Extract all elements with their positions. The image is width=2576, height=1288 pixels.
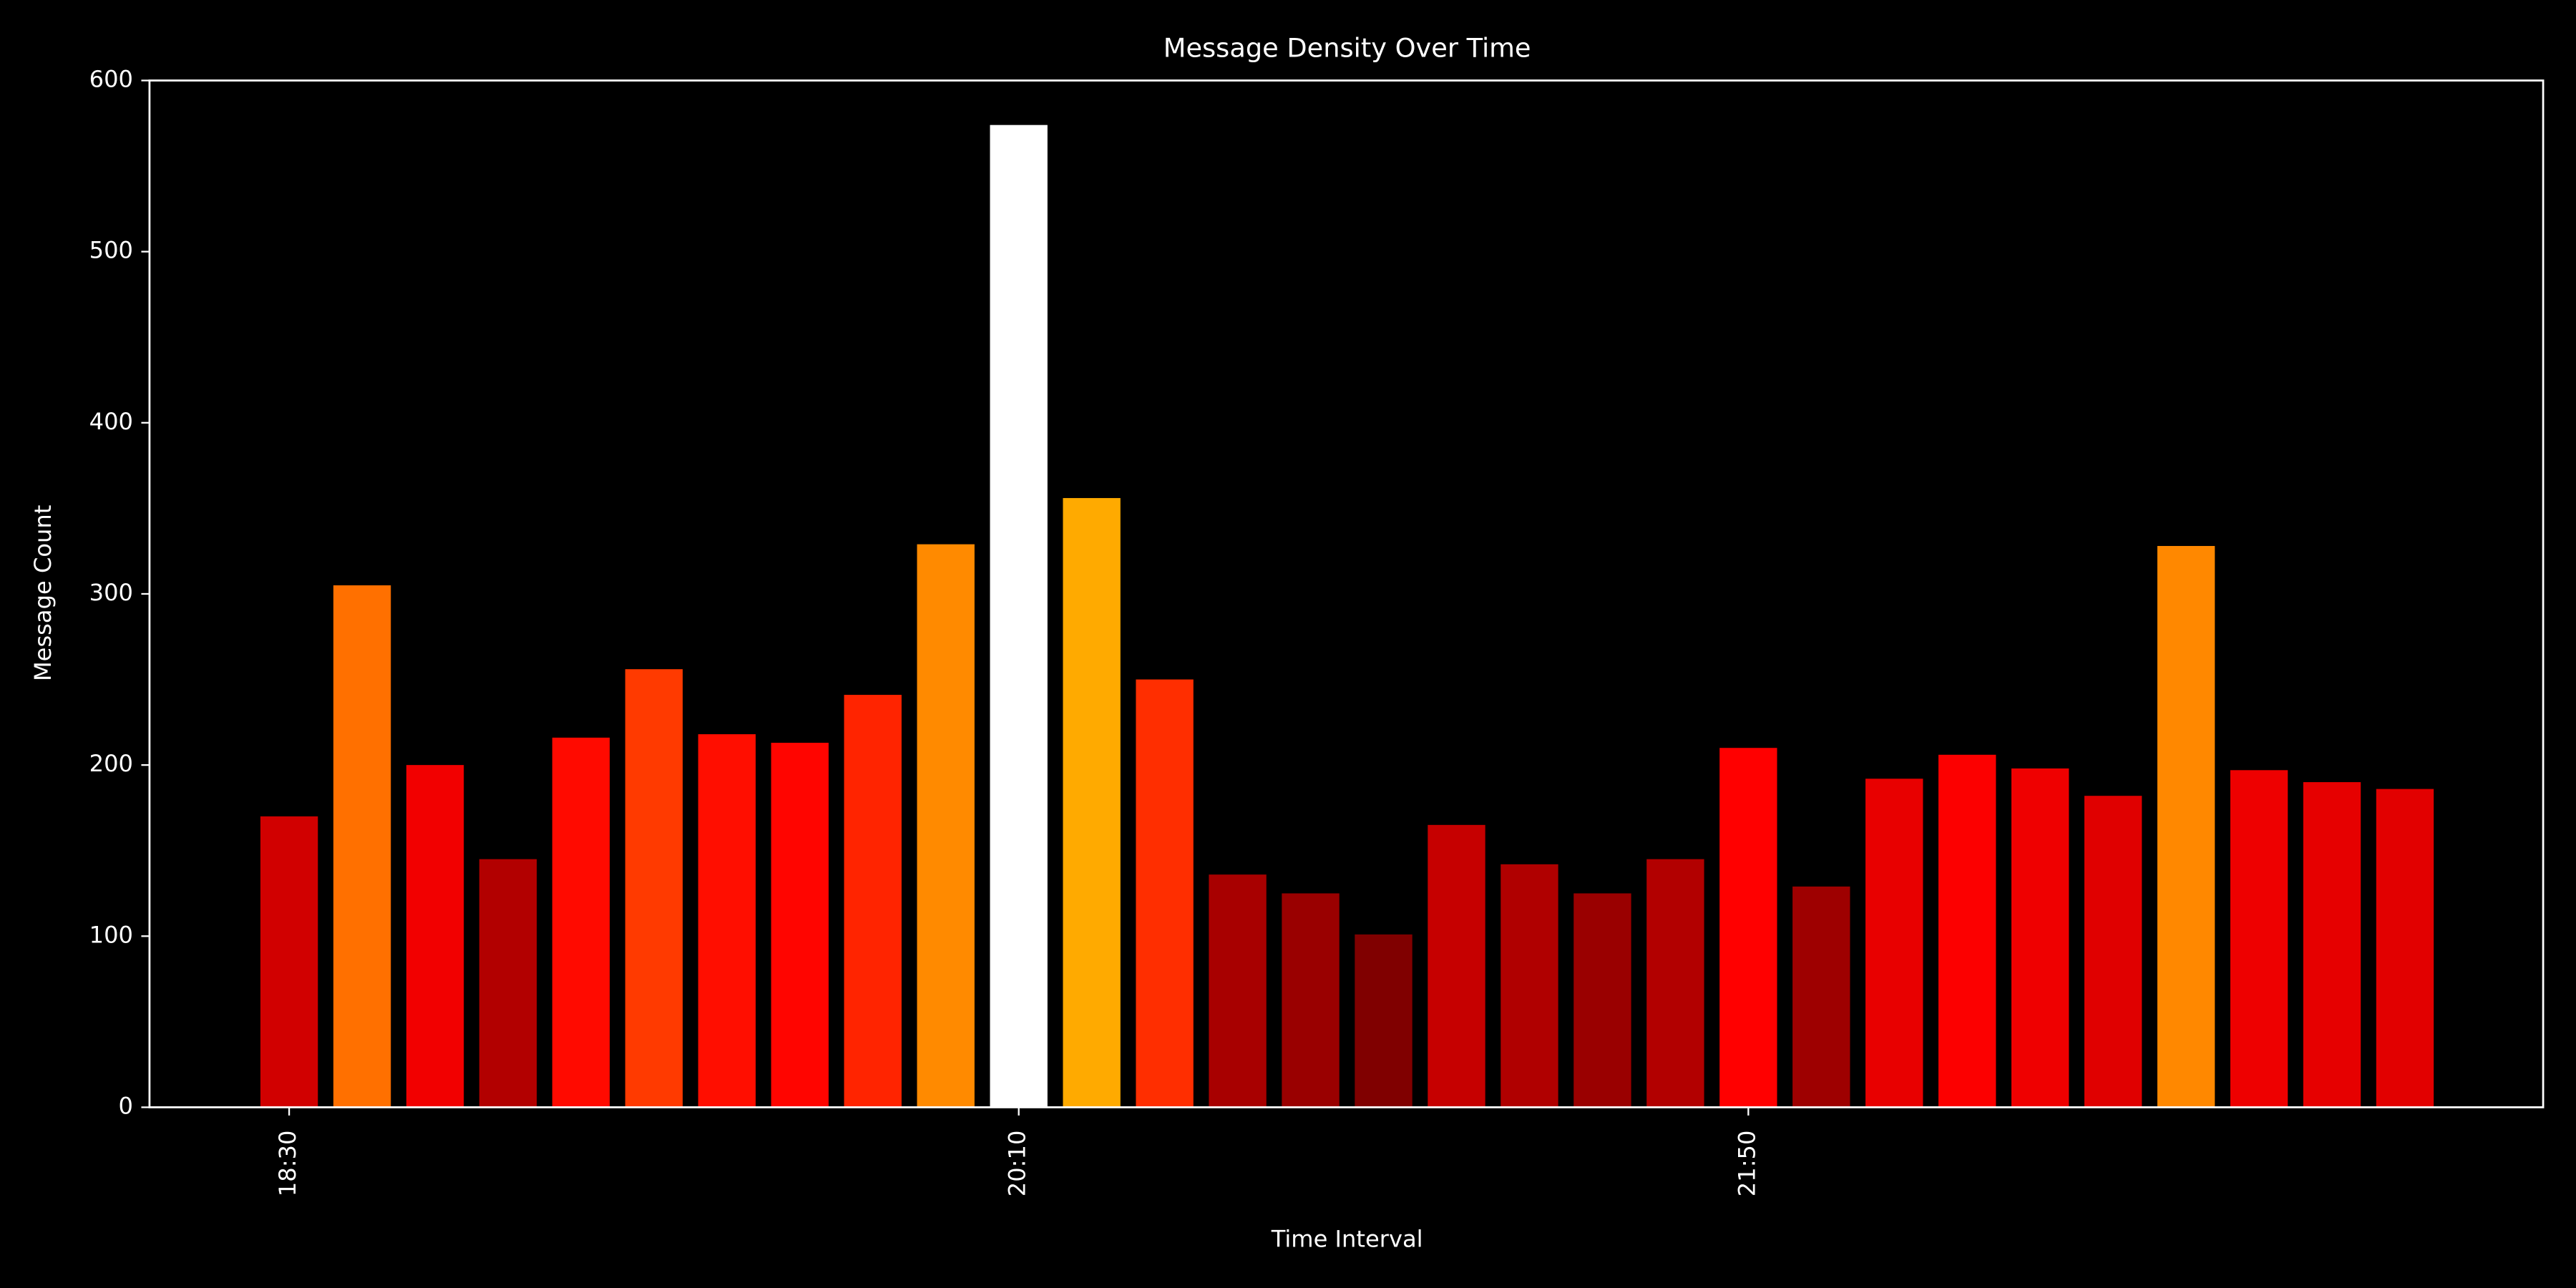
x-axis-label: Time Interval — [1271, 1225, 1423, 1252]
bar — [1792, 886, 1850, 1108]
y-tick-label: 400 — [89, 408, 133, 435]
bar — [1355, 934, 1413, 1108]
y-tick-label: 200 — [89, 750, 133, 777]
bar — [1501, 864, 1558, 1108]
bar — [1209, 874, 1267, 1108]
x-tick-label: 20:10 — [1004, 1131, 1031, 1197]
bar — [625, 669, 683, 1108]
bar — [1865, 779, 1923, 1108]
bar — [2157, 546, 2215, 1108]
y-tick-label: 100 — [89, 921, 133, 948]
chart-title: Message Density Over Time — [1163, 32, 1531, 63]
bar — [2084, 796, 2142, 1108]
bar — [1063, 498, 1121, 1108]
bar — [333, 585, 391, 1108]
bar — [406, 765, 464, 1108]
bar — [990, 125, 1048, 1108]
y-tick-label: 600 — [89, 66, 133, 93]
bar — [2376, 789, 2434, 1108]
bar — [552, 737, 610, 1108]
y-tick-label: 500 — [89, 237, 133, 264]
y-tick-label: 300 — [89, 579, 133, 606]
bar — [2303, 782, 2361, 1108]
y-tick-label: 0 — [119, 1092, 133, 1119]
bar — [844, 695, 902, 1108]
bar — [2230, 770, 2288, 1108]
bar — [1428, 824, 1485, 1108]
bar — [698, 734, 756, 1108]
bar — [771, 743, 829, 1108]
x-tick-label: 18:30 — [274, 1131, 301, 1197]
bar — [917, 544, 975, 1108]
y-axis-label: Message Count — [29, 505, 57, 681]
bar — [1719, 748, 1777, 1108]
bar — [2011, 768, 2069, 1108]
x-tick-label: 21:50 — [1733, 1131, 1760, 1197]
bar — [1646, 859, 1704, 1108]
bar — [260, 816, 318, 1108]
plot-frame — [148, 79, 2545, 1108]
bar — [1574, 893, 1631, 1108]
bar — [1282, 893, 1340, 1108]
bar — [479, 859, 537, 1108]
bar — [1136, 679, 1194, 1108]
bar — [1938, 754, 1996, 1108]
